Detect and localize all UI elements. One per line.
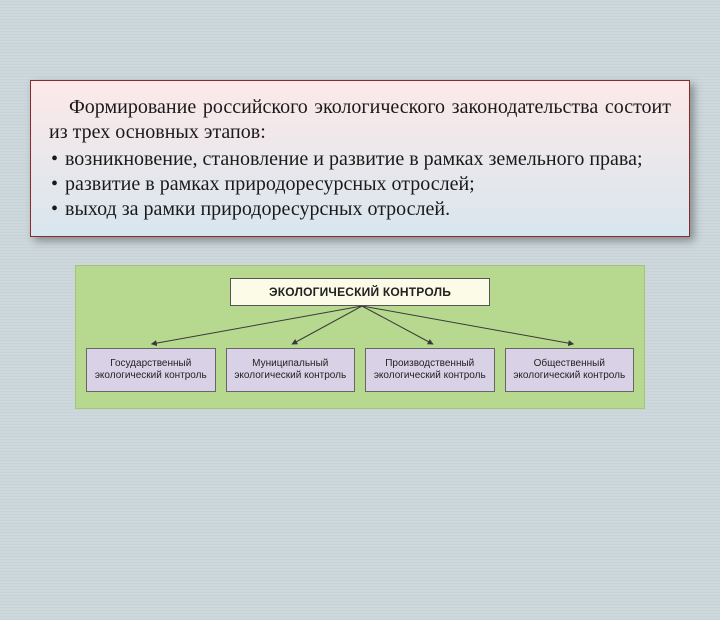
connector-area [86,306,634,348]
text-panel: Формирование российского экологического … [30,80,690,237]
leaf-label: Производственный экологический контроль [370,358,490,382]
leaf-node: Общественный экологический контроль [505,348,635,392]
root-label: ЭКОЛОГИЧЕСКИЙ КОНТРОЛЬ [269,285,451,299]
leaf-label: Муниципальный экологический контроль [231,358,351,382]
leaf-node: Производственный экологический контроль [365,348,495,392]
leaf-row: Государственный экологический контроль М… [86,348,634,392]
bullet-item: развитие в рамках природоресурсных отрос… [49,172,671,197]
bullet-item: выход за рамки природоресурсных отрослей… [49,197,671,222]
root-node: ЭКОЛОГИЧЕСКИЙ КОНТРОЛЬ [230,278,490,306]
leaf-label: Государственный экологический контроль [91,358,211,382]
bullet-item: возникновение, становление и развитие в … [49,147,671,172]
leaf-node: Государственный экологический контроль [86,348,216,392]
connector-lines [86,306,634,348]
ecological-control-diagram: ЭКОЛОГИЧЕСКИЙ КОНТРОЛЬ Государственный э… [75,265,645,409]
leaf-node: Муниципальный экологический контроль [226,348,356,392]
leaf-label: Общественный экологический контроль [510,358,630,382]
bullets-list: возникновение, становление и развитие в … [49,147,671,222]
intro-paragraph: Формирование российского экологического … [49,95,671,145]
